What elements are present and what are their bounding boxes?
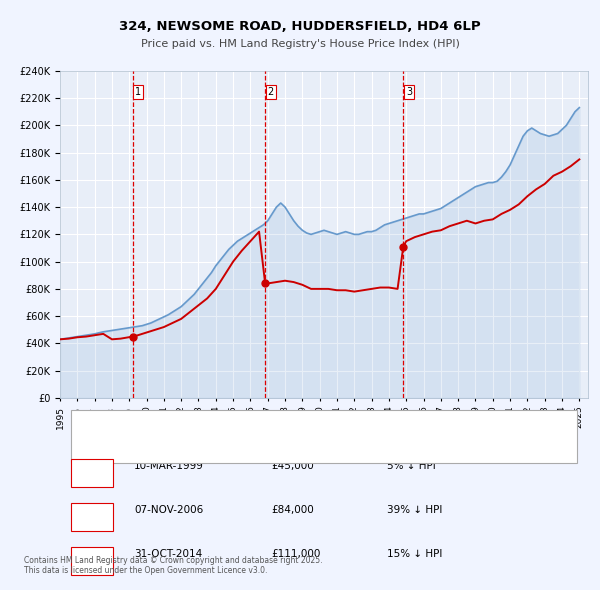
Text: HPI: Average price, semi-detached house, Kirklees: HPI: Average price, semi-detached house,… — [107, 444, 336, 453]
Text: £111,000: £111,000 — [271, 549, 320, 559]
Text: 324, NEWSOME ROAD, HUDDERSFIELD, HD4 6LP: 324, NEWSOME ROAD, HUDDERSFIELD, HD4 6LP — [119, 20, 481, 33]
Text: 31-OCT-2014: 31-OCT-2014 — [134, 549, 202, 559]
FancyBboxPatch shape — [71, 547, 113, 575]
Text: 15% ↓ HPI: 15% ↓ HPI — [388, 549, 443, 559]
Text: £84,000: £84,000 — [271, 505, 314, 515]
Text: 3: 3 — [88, 549, 95, 559]
Text: 10-MAR-1999: 10-MAR-1999 — [134, 461, 204, 471]
Text: 39% ↓ HPI: 39% ↓ HPI — [388, 505, 443, 515]
Text: 2: 2 — [268, 87, 274, 97]
Text: 1: 1 — [135, 87, 141, 97]
Text: Contains HM Land Registry data © Crown copyright and database right 2025.
This d: Contains HM Land Registry data © Crown c… — [24, 556, 323, 575]
Text: Price paid vs. HM Land Registry's House Price Index (HPI): Price paid vs. HM Land Registry's House … — [140, 40, 460, 49]
FancyBboxPatch shape — [71, 459, 113, 487]
Text: 3: 3 — [406, 87, 412, 97]
Text: 5% ↓ HPI: 5% ↓ HPI — [388, 461, 436, 471]
FancyBboxPatch shape — [71, 503, 113, 531]
Text: 2: 2 — [88, 505, 95, 515]
Text: 07-NOV-2006: 07-NOV-2006 — [134, 505, 203, 515]
Text: 1: 1 — [88, 461, 95, 471]
Text: 324, NEWSOME ROAD, HUDDERSFIELD, HD4 6LP (semi-detached house): 324, NEWSOME ROAD, HUDDERSFIELD, HD4 6LP… — [107, 419, 433, 428]
FancyBboxPatch shape — [71, 410, 577, 463]
Text: £45,000: £45,000 — [271, 461, 314, 471]
